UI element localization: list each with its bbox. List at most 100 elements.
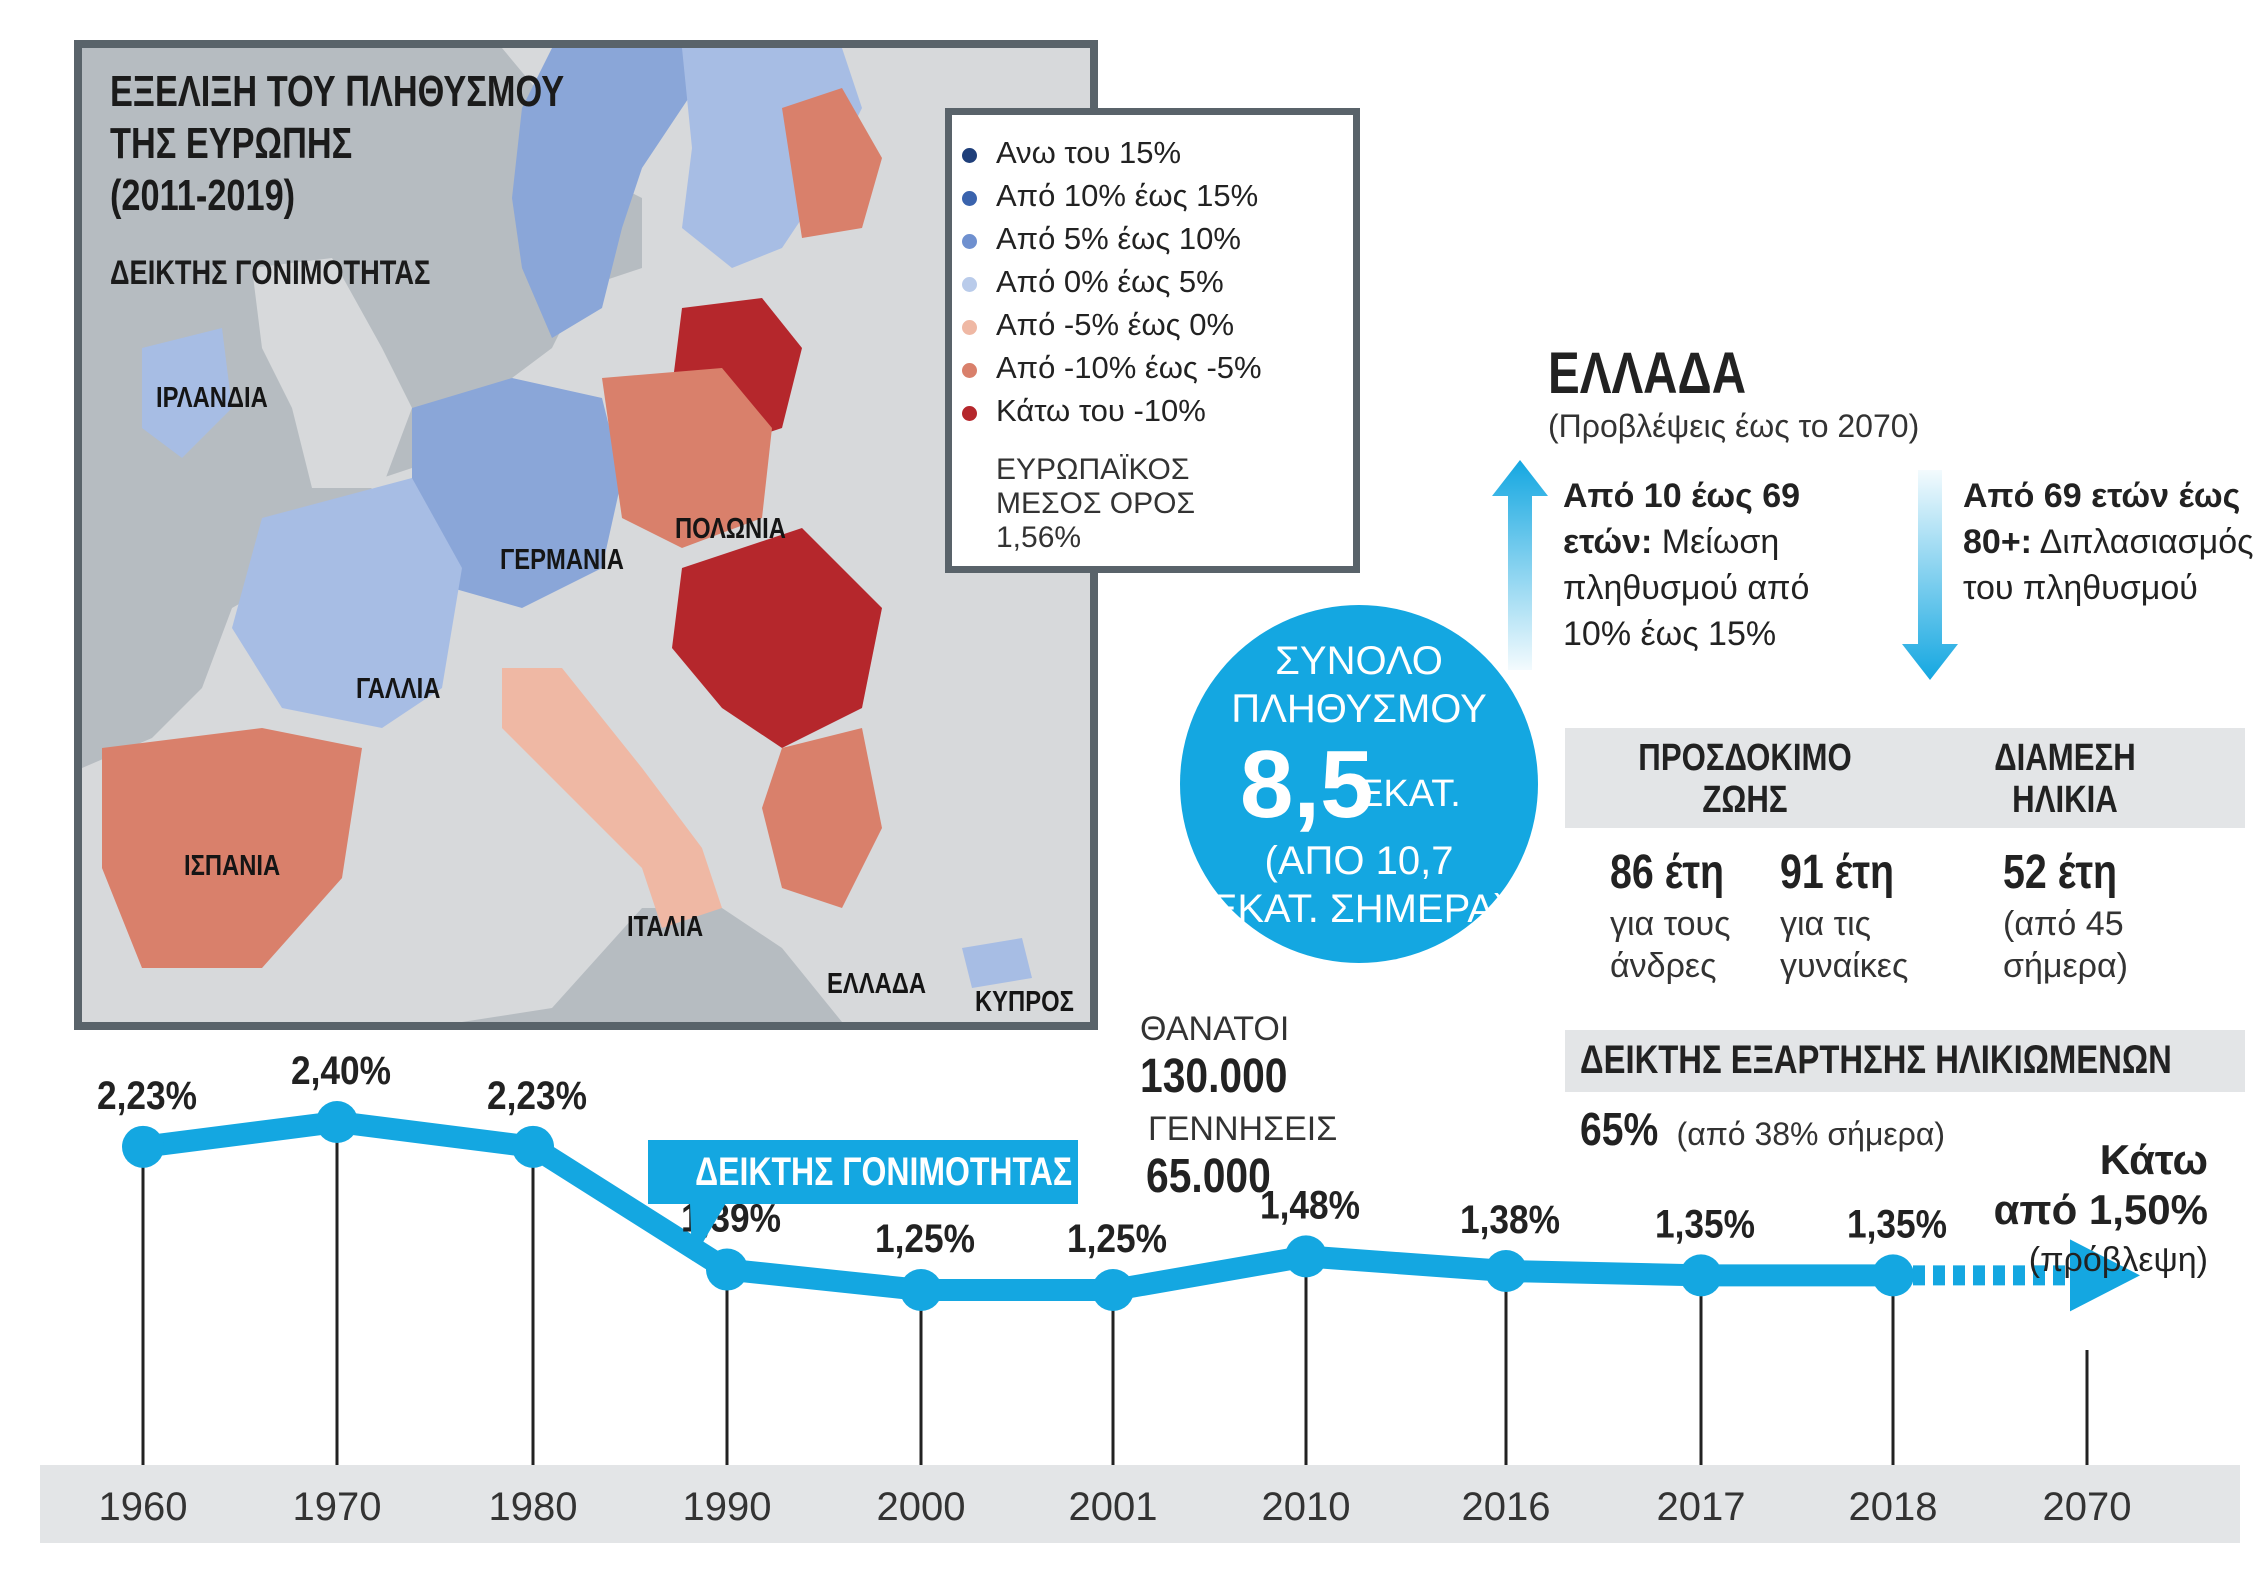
births-label: ΓΕΝΝΗΣΕΙΣ [1148, 1110, 1338, 1148]
dependency-value: 65% [1580, 1103, 1659, 1155]
legend-swatch [962, 363, 977, 378]
x-tick-label: 2016 [1462, 1485, 1551, 1529]
life-men-label: για τους άνδρες [1610, 905, 1731, 985]
data-point [512, 1125, 554, 1168]
x-tick-label: 2000 [877, 1485, 966, 1529]
map-panel: ΕΞΕΛΙΞΗ ΤΟΥ ΠΛΗΘΥΣΜΟΥ ΤΗΣ ΕΥΡΩΠΗΣ (2011-… [74, 40, 1098, 1030]
region-romania [672, 528, 882, 748]
x-tick-label: 1990 [683, 1485, 772, 1529]
legend-item: Από 0% έως 5% [962, 264, 1224, 300]
greece-subtitle: (Προβλέψεις έως το 2070) [1548, 408, 1920, 444]
legend-item: Από -10% έως -5% [962, 350, 1262, 386]
legend-item: Από 10% έως 15% [962, 178, 1258, 214]
x-tick-label: 1960 [99, 1485, 188, 1529]
x-tick-label: 2001 [1069, 1485, 1158, 1529]
country-label-france: ΓΑΛΛΙΑ [356, 673, 441, 705]
x-tick-label: 2070 [2043, 1485, 2132, 1529]
x-tick-label: 2010 [1262, 1485, 1351, 1529]
region-greece [762, 728, 882, 908]
legend-european-average: ΕΥΡΩΠΑΪΚΟΣ ΜΕΣΟΣ ΟΡΟΣ 1,56% [996, 453, 1195, 554]
age-10-69-text: Από 10 έως 69 ετών: Μείωση πληθυσμού από… [1563, 477, 1810, 653]
country-label-germany: ΓΕΡΜΑΝΙΑ [500, 544, 624, 576]
data-label: 1,25% [875, 1217, 975, 1261]
dependency-value-row: 65% (από 38% σήμερα) [1580, 1102, 1945, 1156]
map-legend: Ανω του 15% Από 10% έως 15% Από 5% έως 1… [945, 108, 1360, 573]
legend-swatch [962, 277, 977, 292]
data-label: 1,35% [1655, 1202, 1755, 1246]
legend-item: Από -5% έως 0% [962, 307, 1234, 343]
region-france [232, 478, 462, 728]
median-age-header: ΔΙΑΜΕΣΗ ΗΛΙΚΙΑ [1994, 737, 2136, 821]
population-label: ΣΥΝΟΛΟ ΠΛΗΘΥΣΜΟΥ [1231, 639, 1487, 731]
region-cyprus [962, 938, 1032, 988]
region-poland [602, 368, 772, 548]
legend-swatch [962, 148, 977, 163]
data-point [1285, 1235, 1327, 1278]
europe-map [82, 48, 1090, 1022]
region-italy [502, 668, 722, 928]
country-label-spain: ΙΣΠΑΝΙΑ [184, 850, 281, 882]
legend-item: Ανω του 15% [962, 135, 1181, 171]
data-label: 1,35% [1847, 1202, 1947, 1246]
dependency-band [1565, 1030, 2245, 1092]
chart-title-callout: ΔΕΙΚΤΗΣ ΓΟΝΙΜΟΤΗΤΑΣ [648, 1140, 1078, 1204]
life-women-value: 91 έτη [1780, 846, 1895, 899]
x-tick-label: 1980 [489, 1485, 578, 1529]
greece-title: ΕΛΛΑΔΑ [1548, 341, 1747, 406]
forecast-arrow-icon [2070, 1239, 2140, 1312]
x-tick-label: 2018 [1849, 1485, 1938, 1529]
data-point [1485, 1250, 1527, 1293]
stats-header-band [1565, 728, 2245, 828]
data-point [706, 1248, 748, 1291]
region-finland-east [782, 88, 882, 238]
population-note: (ΑΠΟ 10,7 ΕΚΑΤ. ΣΗΜΕΡΑ) [1210, 839, 1508, 931]
life-women-label: για τις γυναίκες [1780, 905, 1909, 985]
region-germany [412, 378, 622, 608]
births-value: 65.000 [1146, 1150, 1271, 1203]
country-label-poland: ΠΟΛΩΝΙΑ [675, 513, 786, 545]
life-men-value: 86 έτη [1610, 846, 1725, 899]
legend-item: Κάτω του -10% [962, 393, 1206, 429]
data-point [316, 1101, 358, 1143]
data-point [122, 1125, 164, 1168]
population-value: 8,5 [1240, 731, 1374, 838]
legend-item: Από 5% έως 10% [962, 221, 1241, 257]
legend-swatch [962, 406, 977, 421]
legend-swatch [962, 191, 977, 206]
deaths-label: ΘΑΝΑΤΟΙ [1140, 1010, 1290, 1048]
data-point [1092, 1269, 1134, 1311]
x-tick-label: 2017 [1657, 1485, 1746, 1529]
country-label-ireland: ΙΡΛΑΝΔΙΑ [156, 382, 268, 414]
data-label: 1,38% [1460, 1198, 1560, 1242]
population-circle: ΣΥΝΟΛΟ ΠΛΗΘΥΣΜΟΥ 8,5 ΕΚΑΤ. (ΑΠΟ 10,7 ΕΚΑ… [1180, 605, 1538, 963]
data-label: 1,25% [1067, 1217, 1167, 1261]
data-label: 2,40% [291, 1049, 391, 1093]
country-label-italy: ΙΤΑΛΙΑ [627, 911, 704, 943]
life-expectancy-header: ΠΡΟΣΔΟΚΙΜΟ ΖΩΗΣ [1638, 737, 1852, 821]
down-arrow-icon [1902, 470, 1958, 680]
data-point [1872, 1254, 1914, 1297]
data-label: 2,23% [487, 1074, 587, 1118]
callout-pointer [690, 1203, 726, 1261]
up-arrow-icon [1492, 460, 1548, 670]
legend-swatch [962, 320, 977, 335]
series-line [132, 1111, 1904, 1301]
median-age-note: (από 45 σήμερα) [2003, 905, 2128, 985]
region-ireland [142, 328, 232, 458]
deaths-value: 130.000 [1140, 1050, 1288, 1103]
age-69-80-text: Από 69 ετών έως 80+: Διπλασιασμός του πλ… [1963, 477, 2254, 607]
population-unit: ΕΚΑΤ. [1358, 773, 1461, 815]
data-point [900, 1269, 942, 1311]
data-label: 1,48% [1260, 1183, 1360, 1227]
country-label-cyprus: ΚΥΠΡΟΣ [975, 986, 1074, 1018]
vital-stats: ΘΑΝΑΤΟΙ 130.000 ΓΕΝΝΗΣΕΙΣ 65.000 [1140, 1010, 1337, 1204]
dependency-header: ΔΕΙΚΤΗΣ ΕΞΑΡΤΗΣΗΣ ΗΛΙΚΙΩΜΕΝΩΝ [1580, 1038, 2172, 1082]
country-label-greece: ΕΛΛΑΔΑ [827, 968, 927, 1000]
data-point [1680, 1254, 1722, 1297]
legend-swatch [962, 234, 977, 249]
region-spain [102, 728, 362, 968]
data-label: 2,23% [97, 1074, 197, 1118]
map-subtitle: ΔΕΙΚΤΗΣ ΓΟΝΙΜΟΤΗΤΑΣ [110, 254, 431, 292]
region-scandinavia [512, 48, 722, 338]
